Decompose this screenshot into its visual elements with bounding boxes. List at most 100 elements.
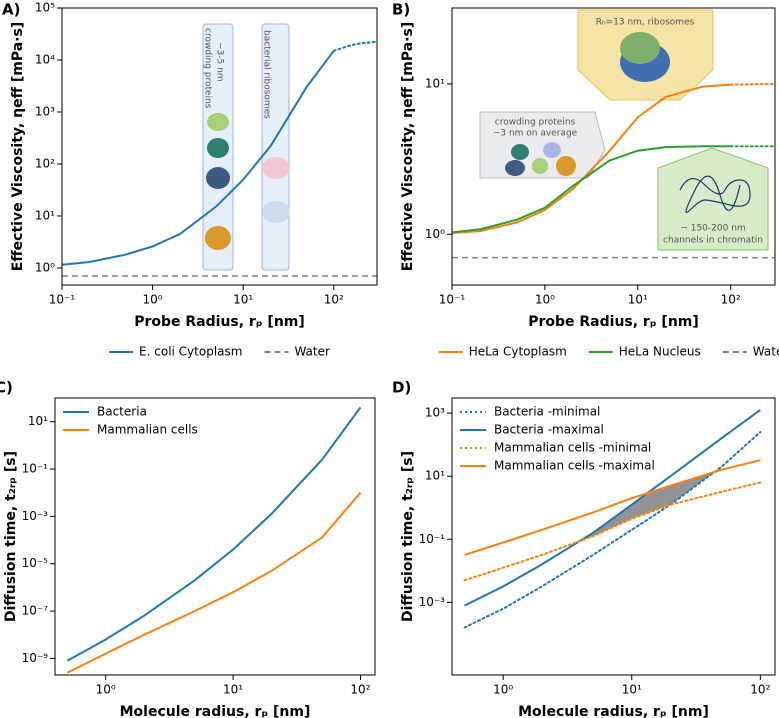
x-tick-label: 10⁰ xyxy=(96,683,116,697)
legend-label: HeLa Nucleus xyxy=(619,345,701,359)
protein-icon xyxy=(511,144,529,160)
series-line xyxy=(452,145,731,234)
ribosome-icon xyxy=(262,157,290,179)
protein-icon xyxy=(207,138,229,158)
legend: Bacteria Mammalian cells xyxy=(63,405,198,437)
panel-label: B) xyxy=(392,1,410,19)
overlap-region xyxy=(580,472,714,541)
legend-label: Water xyxy=(753,345,779,359)
legend-label: Bacteria -maximal xyxy=(494,423,604,437)
y-tick-label: 10⁻¹ xyxy=(22,462,49,476)
y-axis-title: Diffusion time, t₂ᵣₚ [s] xyxy=(400,451,416,622)
series-line xyxy=(729,82,775,86)
protein-icon xyxy=(543,142,561,158)
legend-label: Mammalian cells -minimal xyxy=(494,441,651,455)
plot-area xyxy=(66,406,362,674)
annotation: ~3-5 nm xyxy=(215,42,225,82)
x-tick-label: 10¹ xyxy=(622,683,642,697)
y-tick-label: 10⁻⁹ xyxy=(22,651,49,665)
panel: 10⁻¹ 10⁰ 10¹ 10² 10⁰ 10¹ 10² 10³ 10⁴ 10⁵ Probe Rad… xyxy=(2,1,378,359)
series-line xyxy=(463,431,762,629)
y-tick-label: 10⁻⁵ xyxy=(22,556,49,570)
y-axis-title: Effective Viscosity, ηeff [mPa·s] xyxy=(10,22,26,271)
legend: E. coli Cytoplasm Water xyxy=(109,345,330,359)
legend-label: Water xyxy=(294,345,330,359)
protein-icon xyxy=(205,226,231,250)
annotation: crowding proteins xyxy=(203,28,213,109)
y-axis-title: Diffusion time, t₂ᵣₚ [s] xyxy=(3,451,19,622)
protein-icon xyxy=(532,158,548,174)
series-line xyxy=(464,409,761,607)
panel: 10⁻¹ 10⁰ 10¹ 10² 10⁰ 10¹ Probe Radius, rₚ [nm]… xyxy=(392,1,779,359)
ribosome-icon xyxy=(620,32,660,64)
annotation: bacterial ribosomes xyxy=(262,30,272,119)
chromatin-box xyxy=(657,147,769,251)
series-line xyxy=(464,459,761,556)
y-tick-label: 10⁵ xyxy=(35,1,55,15)
series-line xyxy=(62,50,335,266)
y-axis-title: Effective Viscosity, ηeff [mPa·s] xyxy=(400,22,416,271)
x-tick-label: 10⁻¹ xyxy=(49,293,76,307)
x-axis-title: Probe Radius, rₚ [nm] xyxy=(528,314,699,330)
illustrations-a: crowding proteins ~3-5 nm bacterial ribo… xyxy=(202,23,290,271)
y-tick-label: 10⁻³ xyxy=(22,509,49,523)
x-tick-label: 10¹ xyxy=(233,293,253,307)
y-tick-label: 10⁰ xyxy=(35,260,55,274)
panel-label: D) xyxy=(392,379,411,397)
legend-label: Mammalian cells -maximal xyxy=(494,459,655,473)
annotation: channels in chromatin xyxy=(663,236,763,246)
axes-frame xyxy=(451,7,776,286)
legend: Bacteria -minimal Bacteria -maximal Mammal… xyxy=(460,405,655,473)
series-line xyxy=(332,40,377,52)
panel: 10⁰ 10¹ 10² 10⁻⁹ 10⁻⁷ 10⁻⁵ 10⁻³ 10⁻¹ 10¹ Molecule… xyxy=(0,379,376,718)
protein-icon xyxy=(556,156,576,176)
legend-label: E. coli Cytoplasm xyxy=(139,345,242,359)
series-line xyxy=(66,406,362,662)
legend-label: HeLa Cytoplasm xyxy=(469,345,567,359)
panel: 10⁰ 10¹ 10² 10⁻³ 10⁻¹ 10¹ 10³ Molecule radius, … xyxy=(392,379,776,718)
chromatin-icon xyxy=(679,175,751,214)
series-line xyxy=(452,83,731,234)
x-tick-label: 10² xyxy=(721,293,741,307)
y-tick-label: 10¹ xyxy=(425,76,445,90)
y-tick-label: 10⁻³ xyxy=(419,595,446,609)
series-line xyxy=(66,492,362,674)
y-tick-label: 10³ xyxy=(35,104,55,118)
annotation: crowding proteins xyxy=(495,118,576,128)
y-tick-label: 10¹ xyxy=(35,208,55,222)
panel-label: C) xyxy=(0,379,13,397)
x-tick-label: 10¹ xyxy=(223,683,243,697)
series-line xyxy=(463,481,762,582)
annotation: ~ 150-200 nm xyxy=(680,224,745,234)
axes-frame xyxy=(61,7,378,286)
y-tick-label: 10² xyxy=(35,156,55,170)
legend-label: Bacteria xyxy=(97,405,147,419)
legend: HeLa Cytoplasm HeLa Nucleus Water xyxy=(438,345,779,359)
panel-label: A) xyxy=(2,1,20,19)
y-tick-label: 10⁰ xyxy=(425,227,445,241)
plot-area xyxy=(463,409,762,629)
axes-frame xyxy=(451,397,776,676)
y-tick-label: 10⁻¹ xyxy=(419,532,446,546)
x-tick-label: 10² xyxy=(324,293,344,307)
protein-icon xyxy=(206,167,230,189)
x-tick-label: 10⁰ xyxy=(143,293,163,307)
y-tick-label: 10¹ xyxy=(425,469,445,483)
annotation: Rₕ=13 nm, ribosomes xyxy=(596,18,695,28)
legend-label: Bacteria -minimal xyxy=(494,405,600,419)
illustrations-b: Rₕ=13 nm, ribosomes crowding proteins ~3… xyxy=(479,9,769,251)
x-tick-label: 10⁻¹ xyxy=(439,293,466,307)
annotation: ~3 nm on average xyxy=(493,129,578,139)
x-tick-label: 10⁰ xyxy=(493,683,513,697)
legend-label: Mammalian cells xyxy=(97,423,198,437)
y-tick-label: 10³ xyxy=(425,406,445,420)
protein-icon xyxy=(505,160,525,176)
y-tick-label: 10¹ xyxy=(28,414,48,428)
plot-area xyxy=(452,82,775,259)
x-axis-title: Molecule radius, rₚ [nm] xyxy=(518,704,709,718)
ribosome-icon xyxy=(262,201,290,223)
x-tick-label: 10² xyxy=(350,683,370,697)
x-tick-label: 10⁰ xyxy=(535,293,555,307)
x-axis-title: Molecule radius, rₚ [nm] xyxy=(120,704,311,718)
